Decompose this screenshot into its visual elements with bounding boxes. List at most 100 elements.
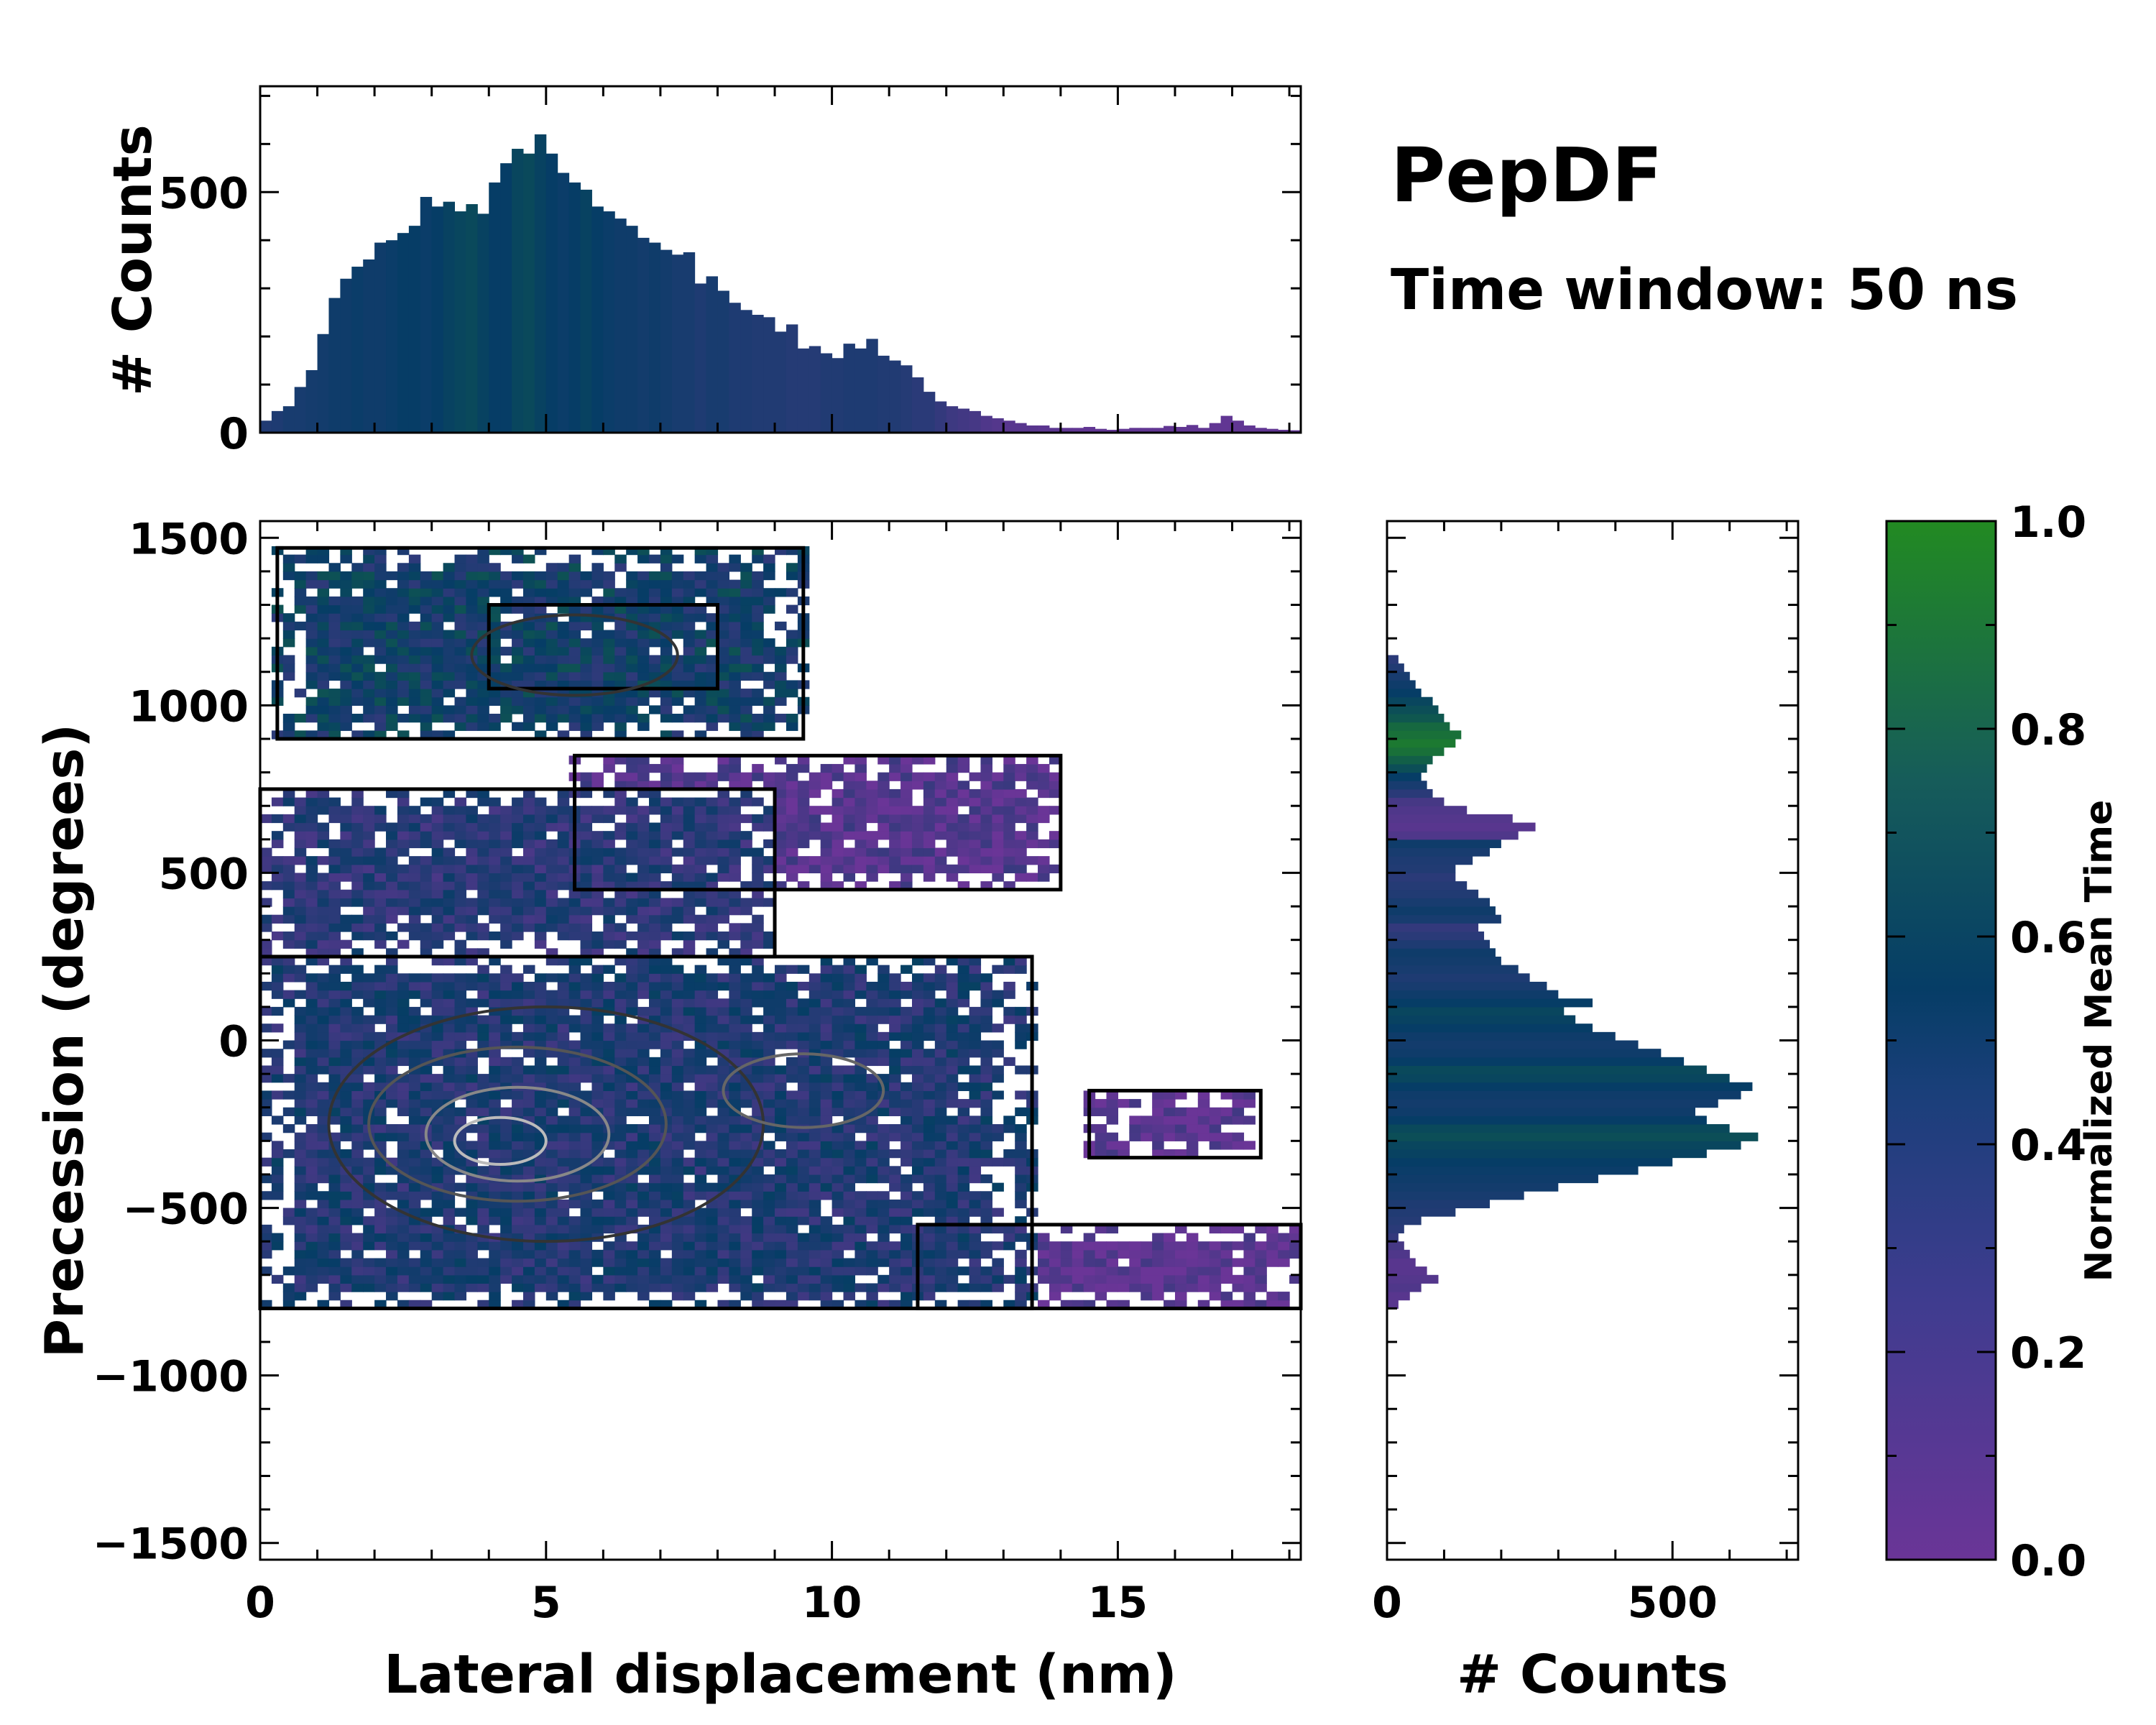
heatmap-cell: [740, 814, 752, 824]
heatmap-cell: [603, 671, 615, 681]
heatmap-cell: [420, 889, 433, 898]
top-histogram-bar: [763, 317, 775, 433]
heatmap-cell: [1197, 1241, 1210, 1251]
heatmap-cell: [614, 1249, 627, 1259]
heatmap-cell: [271, 1090, 284, 1100]
heatmap-cell: [877, 788, 890, 799]
heatmap-cell: [568, 621, 581, 631]
heatmap-cell: [706, 613, 719, 622]
heatmap-cell: [591, 847, 604, 857]
heatmap-cell: [729, 973, 741, 983]
heatmap-cell: [649, 1065, 661, 1075]
heatmap-cell: [328, 906, 341, 916]
heatmap-cell: [305, 613, 318, 622]
heatmap-cell: [328, 1274, 341, 1284]
heatmap-cell: [545, 588, 558, 597]
right-histogram-bar: [1387, 965, 1519, 974]
heatmap-cell: [305, 1049, 318, 1058]
heatmap-cell: [717, 889, 729, 898]
heatmap-cell: [512, 1124, 524, 1133]
heatmap-cell: [580, 806, 593, 815]
heatmap-cell: [420, 571, 433, 581]
heatmap-cell: [340, 831, 352, 840]
heatmap-cell: [637, 1031, 650, 1041]
heatmap-cell: [786, 822, 798, 832]
heatmap-cell: [900, 1116, 913, 1125]
heatmap-cell: [683, 873, 696, 882]
heatmap-cell: [637, 554, 650, 564]
heatmap-cell: [363, 889, 375, 898]
heatmap-cell: [1015, 956, 1027, 966]
heatmap-cell: [706, 1141, 719, 1150]
right-histogram-bar: [1387, 1199, 1490, 1209]
heatmap-cell: [305, 864, 318, 874]
top-histogram-bar: [1266, 428, 1279, 433]
heatmap-cell: [282, 613, 295, 622]
heatmap-cell: [1164, 1124, 1176, 1133]
heatmap-cell: [500, 1266, 512, 1276]
heatmap-cell: [1164, 1249, 1176, 1259]
heatmap-cell: [820, 763, 833, 773]
heatmap-cell: [763, 822, 775, 832]
heatmap-cell: [603, 814, 615, 824]
heatmap-cell: [397, 973, 410, 983]
top-histogram-bar: [603, 211, 615, 433]
heatmap-cell: [626, 638, 638, 648]
heatmap-cell: [351, 923, 364, 932]
heatmap-cell: [660, 655, 673, 664]
right-histogram-bar: [1387, 1266, 1427, 1276]
heatmap-cell: [775, 1249, 787, 1259]
heatmap-cell: [775, 814, 787, 824]
heatmap-cell: [271, 1274, 284, 1284]
heatmap-cell: [683, 1233, 696, 1242]
heatmap-cell: [1174, 1283, 1187, 1292]
heatmap-cell: [443, 1031, 456, 1041]
heatmap-cell: [649, 554, 661, 564]
heatmap-cell: [512, 671, 524, 681]
heatmap-cell: [271, 1233, 284, 1242]
heatmap-cell: [489, 1107, 501, 1116]
heatmap-cell: [408, 806, 421, 815]
heatmap-cell: [808, 1082, 821, 1092]
heatmap-cell: [477, 579, 489, 589]
heatmap-cell: [363, 847, 375, 857]
heatmap-cell: [820, 1116, 833, 1125]
heatmap-cell: [626, 772, 638, 781]
heatmap-cell: [1038, 1241, 1050, 1251]
heatmap-cell: [408, 596, 421, 606]
heatmap-cell: [534, 914, 547, 924]
heatmap-cell: [512, 1258, 524, 1267]
top-histogram-bar: [260, 420, 272, 433]
heatmap-cell: [671, 847, 684, 857]
heatmap-cell: [637, 1065, 650, 1075]
heatmap-cell: [591, 864, 604, 874]
heatmap-cell: [522, 965, 535, 974]
heatmap-cell: [1129, 1249, 1141, 1259]
heatmap-cell: [500, 923, 512, 932]
heatmap-cell: [729, 981, 741, 991]
heatmap-cell: [522, 1224, 535, 1234]
heatmap-cell: [500, 646, 512, 656]
heatmap-cell: [545, 1006, 558, 1016]
heatmap-cell: [466, 1031, 478, 1041]
heatmap-cell: [408, 604, 421, 614]
heatmap-cell: [408, 1074, 421, 1083]
heatmap-cell: [752, 630, 764, 639]
heatmap-cell: [671, 630, 684, 639]
heatmap-cell: [477, 722, 489, 731]
heatmap-cell: [1015, 1149, 1027, 1159]
top-histogram-bar: [1174, 426, 1187, 433]
heatmap-cell: [717, 1174, 729, 1184]
heatmap-cell: [408, 571, 421, 581]
heatmap-cell: [763, 898, 775, 907]
heatmap-cell: [729, 898, 741, 907]
heatmap-cell: [626, 1006, 638, 1016]
heatmap-cell: [946, 1024, 959, 1033]
heatmap-cell: [305, 1065, 318, 1075]
heatmap-cell: [534, 864, 547, 874]
heatmap-cell: [282, 1292, 295, 1301]
heatmap-cell: [911, 1208, 924, 1217]
heatmap-cell: [889, 763, 901, 773]
heatmap-cell: [923, 1241, 936, 1251]
heatmap-cell: [957, 965, 970, 974]
